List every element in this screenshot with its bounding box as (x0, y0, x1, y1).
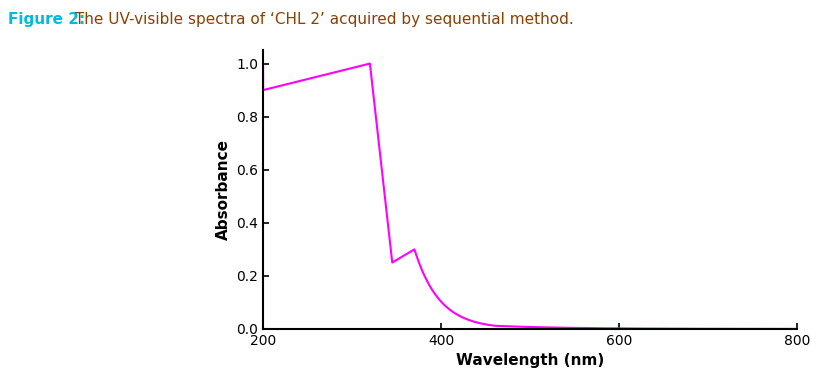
X-axis label: Wavelength (nm): Wavelength (nm) (456, 353, 604, 368)
Y-axis label: Absorbance: Absorbance (215, 139, 231, 240)
Text: Figure 2:: Figure 2: (8, 12, 85, 27)
Text: The UV-visible spectra of ‘CHL 2’ acquired by sequential method.: The UV-visible spectra of ‘CHL 2’ acquir… (70, 12, 574, 27)
